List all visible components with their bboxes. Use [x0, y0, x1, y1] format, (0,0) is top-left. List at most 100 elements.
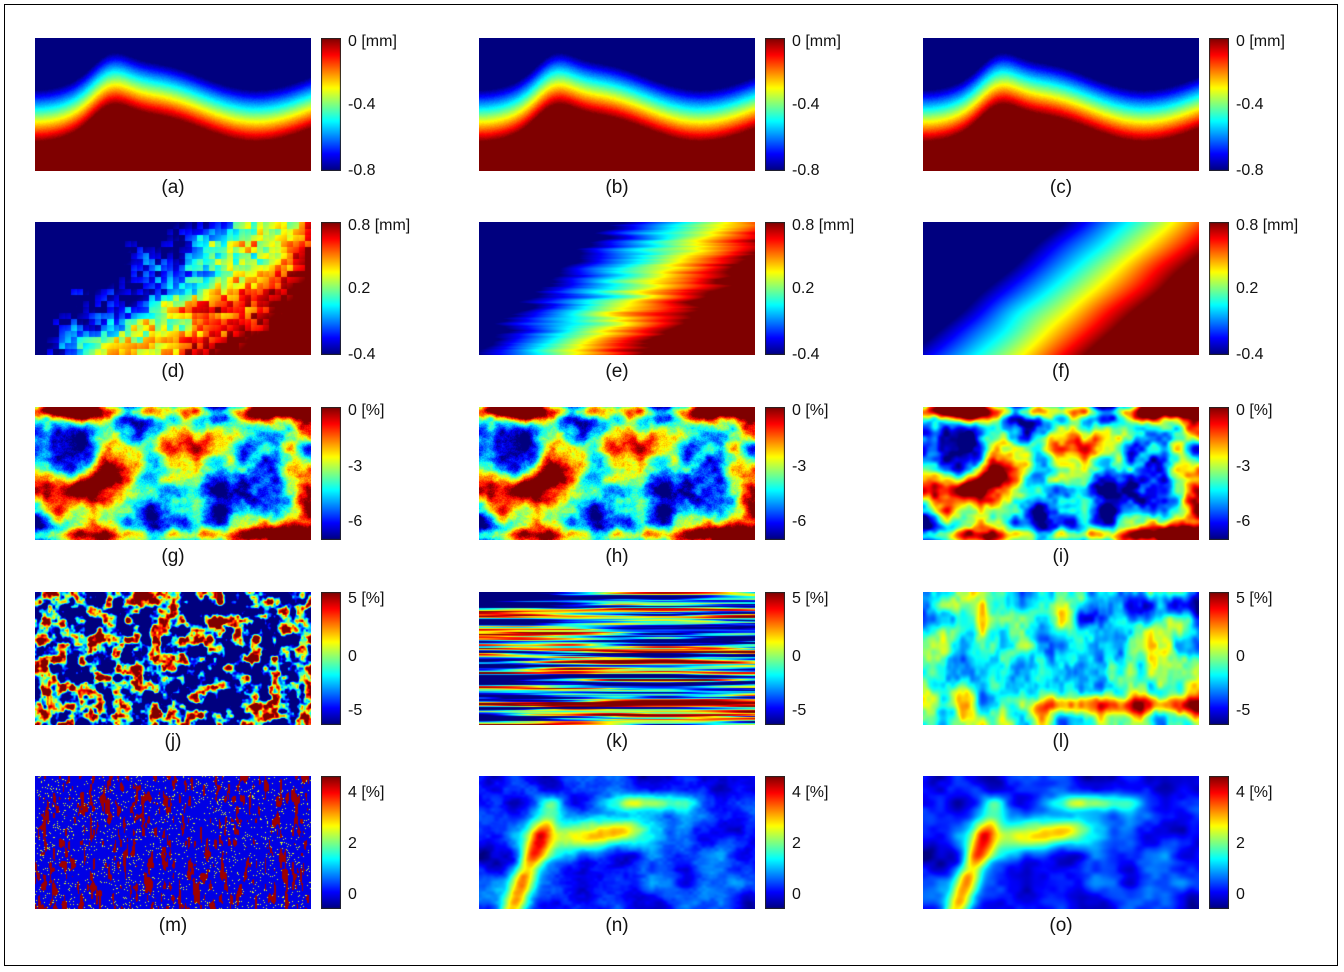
- heatmap-image: [35, 38, 311, 171]
- colorbar-tick-label: -5: [792, 702, 807, 719]
- colorbar-tick-label: -6: [792, 513, 807, 530]
- colorbar-tick-label: 0.8 [mm]: [1236, 217, 1299, 234]
- colorbar: [765, 38, 785, 171]
- colorbar-tick-label: 0: [792, 886, 801, 903]
- panel-b: 0 [mm] -0.4 -0.8 (b): [479, 34, 899, 210]
- heatmap-image: [479, 592, 755, 725]
- colorbar-tick-label: 0 [%]: [792, 402, 829, 419]
- colorbar: [765, 222, 785, 355]
- colorbar: [1209, 776, 1229, 909]
- colorbar-tick-label: 0 [%]: [1236, 402, 1273, 419]
- panel-caption: (a): [161, 177, 185, 198]
- colorbar-tick-label: -0.4: [1236, 346, 1264, 363]
- panel-caption: (l): [1052, 731, 1070, 752]
- heatmap-image: [35, 776, 311, 909]
- heatmap-image: [923, 407, 1199, 540]
- colorbar-tick-label: -3: [348, 458, 363, 475]
- colorbar-tick-label: 0 [mm]: [348, 33, 397, 50]
- colorbar: [1209, 222, 1229, 355]
- panel-caption: (h): [605, 546, 629, 567]
- colorbar-tick-label: 0: [1236, 648, 1245, 665]
- colorbar-tick-label: -6: [348, 513, 363, 530]
- panel-n: 4 [%] 2 0 (n): [479, 776, 899, 948]
- colorbar-tick-label: 0: [348, 886, 357, 903]
- heatmap-image: [923, 592, 1199, 725]
- panel-i: 0 [%] -3 -6 (i): [923, 403, 1343, 579]
- colorbar-tick-label: 4 [%]: [348, 784, 385, 801]
- panel-o: 4 [%] 2 0 (o): [923, 776, 1343, 948]
- heatmap-image: [35, 592, 311, 725]
- colorbar-tick-label: -6: [1236, 513, 1251, 530]
- panel-caption: (n): [605, 915, 629, 936]
- colorbar-tick-label: -0.4: [792, 346, 820, 363]
- colorbar-tick-label: -0.8: [792, 162, 820, 179]
- panel-caption: (d): [161, 361, 185, 382]
- colorbar: [1209, 592, 1229, 725]
- colorbar: [765, 776, 785, 909]
- panel-h: 0 [%] -3 -6 (h): [479, 403, 899, 579]
- colorbar-tick-label: 5 [%]: [1236, 590, 1273, 607]
- colorbar-tick-label: 2: [792, 835, 801, 852]
- colorbar-tick-label: -0.4: [792, 96, 820, 113]
- panel-caption: (k): [605, 731, 629, 752]
- panel-caption: (c): [1049, 177, 1073, 198]
- colorbar-tick-label: -0.8: [348, 162, 376, 179]
- colorbar-tick-label: -3: [1236, 458, 1251, 475]
- panel-a: 0 [mm] -0.4 -0.8 (a): [35, 34, 455, 210]
- panel-m: 4 [%] 2 0 (m): [35, 776, 455, 948]
- heatmap-image: [479, 776, 755, 909]
- heatmap-image: [923, 38, 1199, 171]
- panel-f: 0.8 [mm] 0.2 -0.4 (f): [923, 218, 1343, 394]
- heatmap-image: [923, 776, 1199, 909]
- colorbar-tick-label: 0: [792, 648, 801, 665]
- colorbar: [765, 592, 785, 725]
- colorbar-tick-label: 0 [mm]: [792, 33, 841, 50]
- colorbar-tick-label: 0.8 [mm]: [792, 217, 855, 234]
- colorbar: [321, 592, 341, 725]
- colorbar: [321, 776, 341, 909]
- heatmap-image: [479, 222, 755, 355]
- colorbar-tick-label: 0.2: [792, 280, 815, 297]
- panel-caption: (m): [158, 915, 188, 936]
- colorbar: [321, 222, 341, 355]
- colorbar-tick-label: -3: [792, 458, 807, 475]
- panel-caption: (b): [605, 177, 629, 198]
- heatmap-image: [479, 407, 755, 540]
- panel-l: 5 [%] 0 -5 (l): [923, 590, 1343, 764]
- colorbar-tick-label: -5: [1236, 702, 1251, 719]
- colorbar-tick-label: 0 [%]: [348, 402, 385, 419]
- colorbar-tick-label: 0: [348, 648, 357, 665]
- colorbar: [1209, 407, 1229, 540]
- colorbar-tick-label: 0 [mm]: [1236, 33, 1285, 50]
- colorbar-tick-label: 4 [%]: [792, 784, 829, 801]
- colorbar-tick-label: 0.2: [348, 280, 371, 297]
- panel-caption: (o): [1049, 915, 1073, 936]
- panel-caption: (j): [164, 731, 182, 752]
- heatmap-image: [479, 38, 755, 171]
- panel-caption: (e): [605, 361, 629, 382]
- panel-k: 5 [%] 0 -5 (k): [479, 591, 899, 764]
- colorbar-tick-label: -0.8: [1236, 162, 1264, 179]
- colorbar: [765, 407, 785, 540]
- colorbar-tick-label: 4 [%]: [1236, 784, 1273, 801]
- panel-caption: (i): [1052, 546, 1070, 567]
- colorbar: [1209, 38, 1229, 171]
- panel-caption: (f): [1052, 361, 1070, 382]
- colorbar-tick-label: 2: [1236, 835, 1245, 852]
- panel-c: 0 [mm] -0.4 -0.8 (c): [923, 34, 1343, 210]
- colorbar-tick-label: -0.4: [348, 346, 376, 363]
- panel-d: 0.8 [mm] 0.2 -0.4 (d): [35, 218, 455, 394]
- colorbar-tick-label: 5 [%]: [348, 590, 385, 607]
- colorbar-tick-label: 0.2: [1236, 280, 1259, 297]
- panel-g: 0 [%] -3 -6 (g): [35, 403, 455, 579]
- heatmap-image: [35, 222, 311, 355]
- panel-e: 0.8 [mm] 0.2 -0.4 (e): [479, 218, 899, 394]
- panel-caption: (g): [161, 546, 185, 567]
- heatmap-image: [35, 407, 311, 540]
- colorbar-tick-label: 0: [1236, 886, 1245, 903]
- colorbar-tick-label: -0.4: [1236, 96, 1264, 113]
- colorbar: [321, 407, 341, 540]
- heatmap-image: [923, 222, 1199, 355]
- colorbar-tick-label: -5: [348, 702, 363, 719]
- colorbar: [321, 38, 341, 171]
